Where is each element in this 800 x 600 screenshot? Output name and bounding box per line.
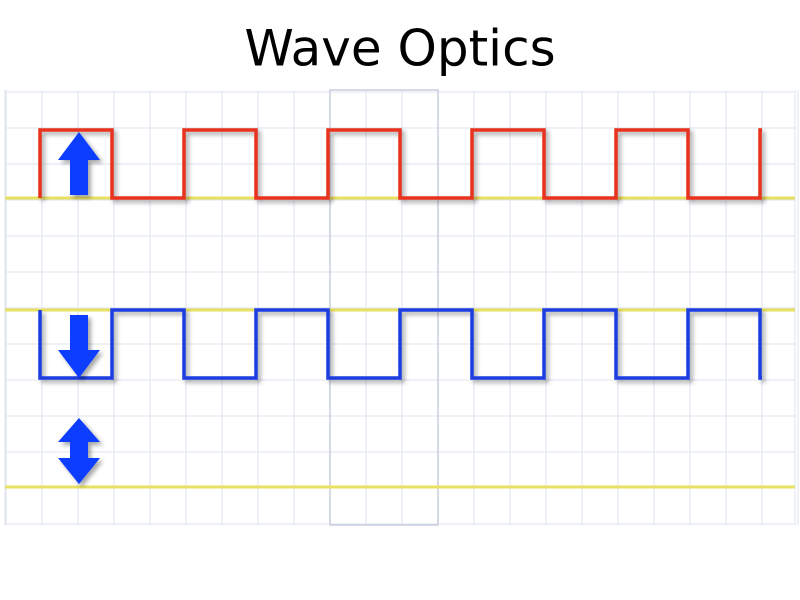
down-arrow: [58, 315, 100, 378]
double-arrow: [58, 418, 100, 484]
blue-wave: [38, 308, 762, 380]
up-arrow: [58, 132, 100, 195]
slide-title: Wave Optics: [244, 20, 555, 78]
highlight-region: [329, 89, 439, 526]
red-wave: [38, 128, 762, 200]
